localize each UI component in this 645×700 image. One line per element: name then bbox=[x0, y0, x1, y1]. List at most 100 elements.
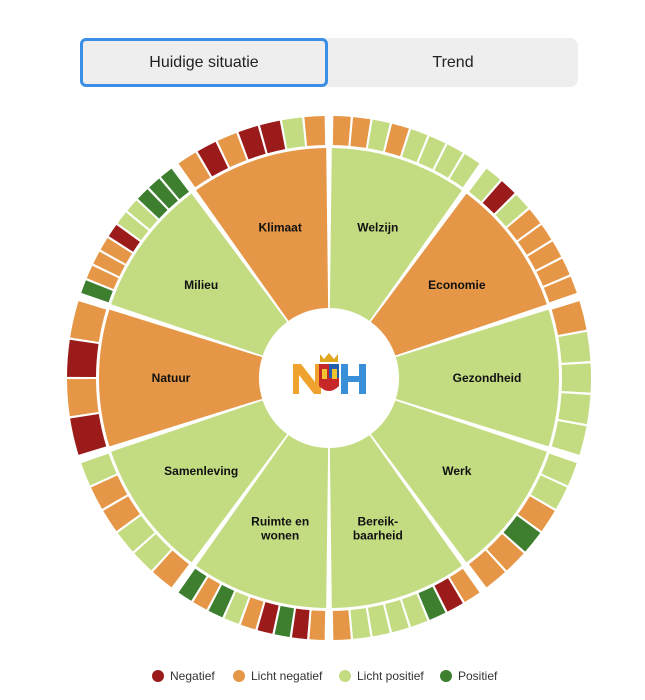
sector-bereik-baarheid[interactable] bbox=[329, 435, 462, 608]
indicator-cell[interactable] bbox=[160, 168, 189, 200]
indicator-cell[interactable] bbox=[149, 178, 178, 209]
indicator-cell[interactable] bbox=[127, 200, 158, 230]
indicator-cell[interactable] bbox=[418, 586, 446, 620]
indicator-cell[interactable] bbox=[503, 515, 541, 552]
indicator-cell[interactable] bbox=[401, 593, 428, 627]
indicator-cell[interactable] bbox=[551, 301, 587, 336]
sector-werk[interactable] bbox=[370, 400, 547, 563]
indicator-cell[interactable] bbox=[558, 331, 591, 363]
indicator-cell[interactable] bbox=[137, 189, 168, 219]
legend-item-licht-negatief: Licht negatief bbox=[233, 667, 322, 685]
legend-label: Licht positief bbox=[357, 669, 424, 683]
sector-klimaat[interactable] bbox=[196, 148, 329, 321]
indicator-cell[interactable] bbox=[507, 209, 541, 241]
sector-natuur[interactable] bbox=[98, 309, 263, 447]
indicator-cell[interactable] bbox=[518, 224, 552, 255]
indicator-cell[interactable] bbox=[134, 533, 171, 571]
indicator-cell[interactable] bbox=[418, 136, 446, 170]
indicator-cell[interactable] bbox=[93, 251, 125, 277]
indicator-cell[interactable] bbox=[350, 117, 371, 148]
indicator-cell[interactable] bbox=[208, 584, 235, 618]
indicator-cell[interactable] bbox=[274, 605, 295, 638]
indicator-cell[interactable] bbox=[561, 363, 591, 393]
legend-label: Negatief bbox=[170, 669, 215, 683]
sector-milieu[interactable] bbox=[111, 193, 288, 356]
indicator-cell[interactable] bbox=[291, 608, 310, 640]
indicator-cell[interactable] bbox=[86, 265, 119, 290]
indicator-cell[interactable] bbox=[332, 116, 351, 146]
indicator-cell[interactable] bbox=[193, 577, 221, 610]
indicator-cell[interactable] bbox=[518, 496, 555, 532]
legend-dot-positief bbox=[440, 670, 452, 682]
indicator-cell[interactable] bbox=[469, 550, 506, 588]
sector-economie[interactable] bbox=[370, 193, 547, 356]
tab-trend[interactable]: Trend bbox=[432, 54, 474, 71]
indicator-cell[interactable] bbox=[91, 475, 128, 509]
indicator-cell[interactable] bbox=[449, 568, 480, 603]
sector-label-ruimte-en-wonen: Ruimte en wonen bbox=[251, 514, 309, 542]
indicator-cell[interactable] bbox=[240, 597, 264, 630]
legend: Negatief Licht negatief Licht positief P… bbox=[0, 667, 645, 685]
indicator-cell[interactable] bbox=[281, 117, 306, 149]
indicator-cell[interactable] bbox=[217, 132, 247, 168]
indicator-cell[interactable] bbox=[103, 496, 140, 532]
indicator-wheel: Welzijn Economie Gezondheid Werk Bereik-baar… bbox=[67, 116, 591, 640]
indicator-cell[interactable] bbox=[385, 599, 409, 633]
sector-label-welzijn: Welzijn bbox=[357, 221, 398, 235]
sector-label-economie: Economie bbox=[428, 278, 486, 292]
indicator-cell[interactable] bbox=[487, 533, 524, 571]
indicator-cell[interactable] bbox=[81, 280, 113, 303]
indicator-cell[interactable] bbox=[178, 568, 207, 601]
indicator-cell[interactable] bbox=[117, 212, 149, 241]
indicator-cell[interactable] bbox=[178, 152, 211, 188]
indicator-cell[interactable] bbox=[558, 393, 591, 425]
indicator-cell[interactable] bbox=[197, 141, 229, 177]
indicator-cell[interactable] bbox=[70, 414, 107, 455]
indicator-cell[interactable] bbox=[304, 116, 326, 147]
legend-dot-licht-negatief bbox=[233, 670, 245, 682]
sector-samenleving[interactable] bbox=[111, 400, 288, 563]
indicator-cell[interactable] bbox=[367, 119, 390, 152]
indicator-cell[interactable] bbox=[449, 153, 480, 188]
indicator-cell[interactable] bbox=[482, 181, 515, 214]
indicator-cell[interactable] bbox=[100, 238, 133, 264]
indicator-cell[interactable] bbox=[224, 591, 249, 624]
sector-gezondheid[interactable] bbox=[395, 309, 559, 447]
legend-item-negatief: Negatief bbox=[152, 667, 215, 685]
indicator-cell[interactable] bbox=[238, 125, 266, 160]
sector-label-natuur: Natuur bbox=[152, 371, 191, 385]
indicator-cell[interactable] bbox=[70, 301, 107, 342]
indicator-cell[interactable] bbox=[117, 515, 155, 552]
sector-welzijn[interactable] bbox=[329, 148, 462, 321]
indicator-cell[interactable] bbox=[350, 608, 371, 639]
indicator-cell[interactable] bbox=[108, 224, 140, 252]
legend-label: Positief bbox=[458, 669, 498, 683]
indicator-cell[interactable] bbox=[469, 168, 501, 202]
view-tabs: Huidige situatie Trend bbox=[80, 38, 578, 87]
indicator-cell[interactable] bbox=[434, 144, 463, 178]
indicator-cell[interactable] bbox=[434, 578, 463, 612]
indicator-cell[interactable] bbox=[67, 339, 99, 377]
indicator-cell[interactable] bbox=[401, 129, 428, 163]
sector-label-gezondheid: Gezondheid bbox=[453, 371, 522, 385]
indicator-cell[interactable] bbox=[495, 194, 529, 227]
indicator-cell[interactable] bbox=[67, 379, 99, 417]
indicator-cell[interactable] bbox=[530, 475, 567, 509]
sector-label-samenleving: Samenleving bbox=[164, 464, 238, 478]
sector-ruimte-en-wonen[interactable] bbox=[196, 435, 329, 608]
indicator-cell[interactable] bbox=[257, 602, 279, 634]
indicator-cell[interactable] bbox=[332, 610, 351, 640]
indicator-cell[interactable] bbox=[309, 610, 326, 640]
indicator-cell[interactable] bbox=[541, 453, 577, 486]
tab-huidige-situatie[interactable]: Huidige situatie bbox=[80, 38, 328, 87]
indicator-cell[interactable] bbox=[367, 604, 390, 637]
indicator-cell[interactable] bbox=[259, 120, 286, 154]
indicator-cell[interactable] bbox=[527, 241, 562, 271]
indicator-cell[interactable] bbox=[152, 550, 189, 588]
indicator-cell[interactable] bbox=[81, 453, 117, 486]
indicator-cell[interactable] bbox=[536, 258, 570, 286]
indicator-cell[interactable] bbox=[543, 276, 577, 303]
legend-dot-licht-positief bbox=[339, 670, 351, 682]
indicator-cell[interactable] bbox=[385, 123, 409, 157]
indicator-cell[interactable] bbox=[551, 420, 587, 455]
